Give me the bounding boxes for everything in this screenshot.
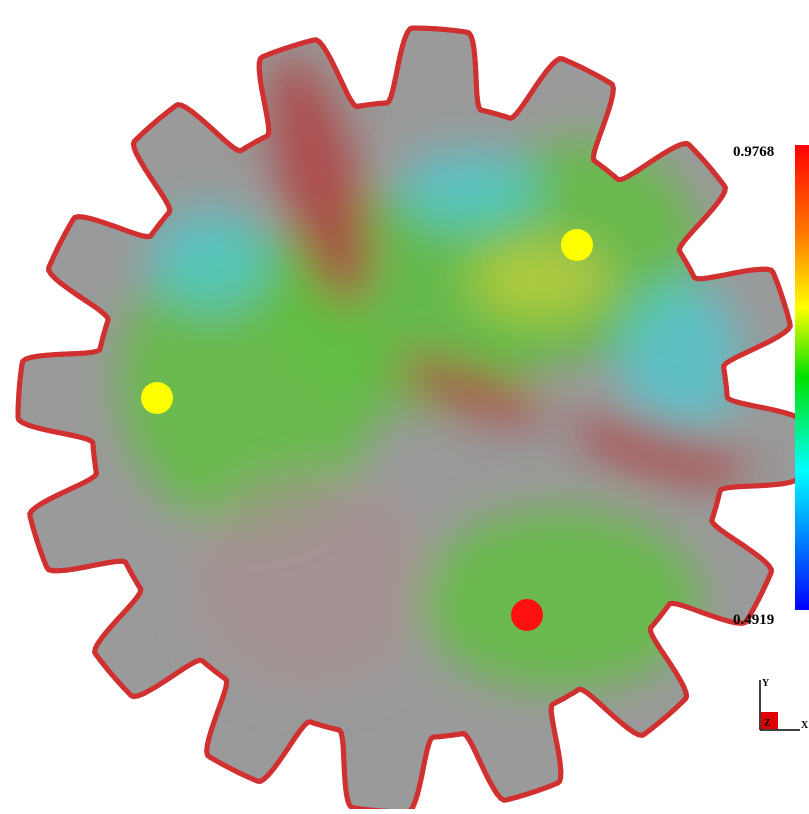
- axis-triad: Y Z X: [759, 678, 809, 731]
- yellow-marker: [561, 229, 593, 261]
- axis-z: Z: [764, 718, 771, 729]
- colorbar-min: 0.4919: [733, 612, 774, 628]
- red-marker: [511, 599, 543, 631]
- gear-outline: [15, 25, 805, 814]
- axis-y: Y: [762, 678, 770, 689]
- colorbar-max: 0.9768: [733, 144, 774, 160]
- yellow-marker: [141, 382, 173, 414]
- field-regions: [120, 54, 748, 690]
- colorbar: [795, 145, 809, 610]
- axis-x: X: [801, 720, 809, 731]
